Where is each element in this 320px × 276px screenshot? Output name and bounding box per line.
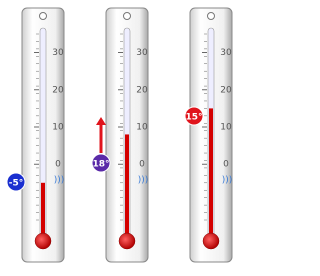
scale-label: 30 bbox=[220, 48, 232, 58]
wave-icon: ))) bbox=[138, 176, 149, 186]
bulb bbox=[35, 233, 51, 249]
mercury bbox=[125, 134, 129, 240]
scale-label: 20 bbox=[52, 85, 64, 95]
scale-label: 0 bbox=[55, 160, 61, 170]
arrow-head bbox=[96, 117, 106, 125]
mercury bbox=[209, 108, 213, 240]
hook-hole bbox=[124, 13, 131, 20]
scale-label: 20 bbox=[220, 85, 232, 95]
thermometers: 30 20 10 0))) 30 20 10 0))) 30 20 10 0))) -5° 18° 15° bbox=[0, 0, 255, 272]
mercury bbox=[41, 183, 45, 240]
wave-icon: ))) bbox=[222, 176, 233, 186]
scale-label: 10 bbox=[136, 123, 148, 133]
bulb bbox=[119, 233, 135, 249]
reading-label: -5° bbox=[9, 179, 24, 189]
scale-label: 0 bbox=[139, 160, 145, 170]
hook-hole bbox=[208, 13, 215, 20]
reading-label: 18° bbox=[92, 160, 109, 170]
scale-label: 10 bbox=[52, 123, 64, 133]
scale-label: 20 bbox=[136, 85, 148, 95]
scale-label: 10 bbox=[220, 123, 232, 133]
wave-icon: ))) bbox=[54, 176, 65, 186]
reading-label: 15° bbox=[185, 113, 202, 123]
scale-label: 0 bbox=[223, 160, 229, 170]
hook-hole bbox=[40, 13, 47, 20]
bulb bbox=[203, 233, 219, 249]
scale-label: 30 bbox=[136, 48, 148, 58]
scale-label: 30 bbox=[52, 48, 64, 58]
